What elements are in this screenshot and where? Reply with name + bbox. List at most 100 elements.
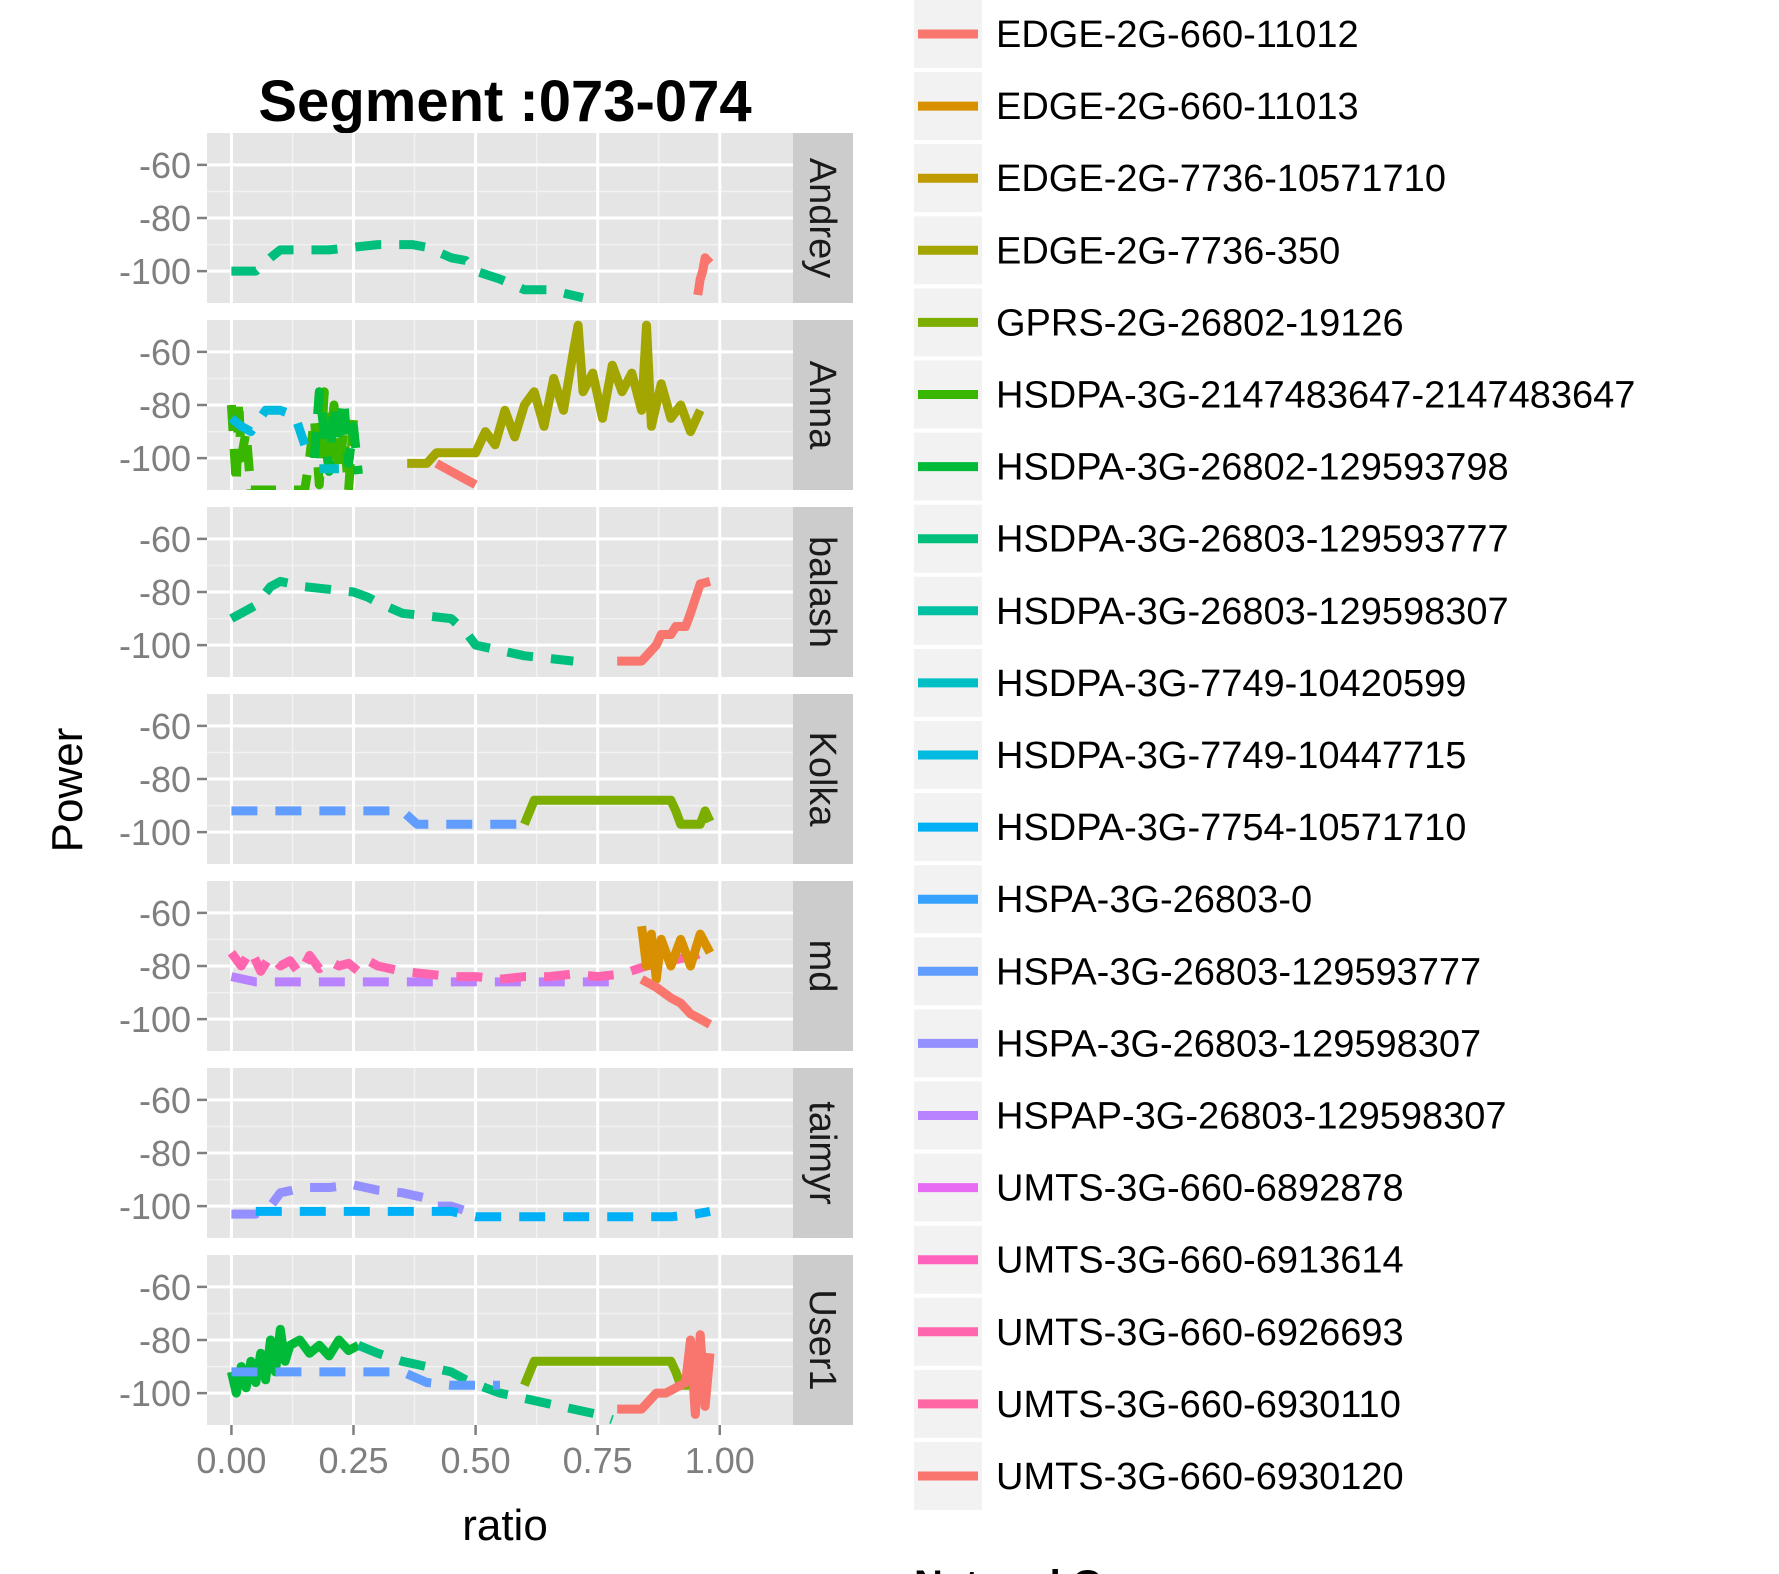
series-line (637, 925, 714, 984)
y-tick-label: -80 (139, 385, 191, 426)
legend-label: UMTS-3G-660-6913614 (996, 1240, 1404, 1282)
facet-strip-label: User1 (801, 1289, 843, 1390)
series-line (230, 972, 623, 987)
legend-item: EDGE-2G-7736-10571710 (914, 144, 1446, 213)
legend-label: HSDPA-3G-7749-10420599 (996, 663, 1466, 705)
series-line (356, 1341, 614, 1424)
series-line (434, 459, 478, 489)
series-line (255, 1206, 711, 1222)
legend-label: EDGE-2G-660-11012 (996, 14, 1359, 56)
facet-panel-andrey: -60 -80 -100 Andrey (119, 133, 853, 303)
x-axis: 0.00 0.25 0.50 0.75 1.00 (196, 1425, 755, 1481)
legend-label: HSDPA-3G-26803-129593777 (996, 519, 1509, 561)
y-tick-label: -100 (119, 438, 191, 479)
facet-strip (793, 133, 853, 303)
legend-label: UMTS-3G-660-6892878 (996, 1168, 1404, 1210)
series-line (407, 320, 705, 468)
legend-item: HSPA-3G-26803-0 (914, 865, 1312, 934)
series-group (229, 576, 712, 666)
legend-label: HSDPA-3G-7749-10447715 (996, 735, 1466, 777)
facet-panel-anna: -60 -80 -100 Anna (119, 320, 853, 490)
y-tick-label: -80 (139, 1133, 191, 1174)
series-group (227, 925, 714, 1029)
series-line (520, 795, 715, 829)
y-tick-label: -80 (139, 572, 191, 613)
legend-item: HSPAP-3G-26803-129598307 (914, 1081, 1507, 1150)
y-tick-label: -100 (119, 999, 191, 1040)
legend-item: UMTS-3G-660-6930120 (914, 1442, 1404, 1510)
facet-strip-label: balash (801, 536, 843, 648)
legend-item: HSDPA-3G-2147483647-2147483647 (914, 360, 1635, 429)
x-tick-label: 1.00 (685, 1440, 755, 1481)
gridlines (207, 133, 793, 303)
x-axis-label: ratio (462, 1501, 548, 1550)
y-tick-label: -100 (119, 251, 191, 292)
legend-item: EDGE-2G-660-11013 (914, 72, 1359, 141)
legend-label: HSPA-3G-26803-129593777 (996, 951, 1481, 993)
legend-item: EDGE-2G-660-11012 (914, 0, 1359, 68)
facet-strip (793, 1068, 853, 1238)
facet-strip-label: taimyr (801, 1101, 843, 1205)
series-line (231, 240, 585, 303)
series-group (227, 1324, 715, 1424)
y-tick-label: -60 (139, 519, 191, 560)
series-group (226, 320, 705, 490)
legend-item: UMTS-3G-660-6930110 (914, 1369, 1401, 1438)
facet-strip (793, 320, 853, 490)
legend-label: HSPA-3G-26803-0 (996, 879, 1312, 921)
series-line (228, 405, 309, 447)
series-line (227, 945, 712, 984)
series-group (231, 240, 714, 303)
series-line (617, 577, 712, 666)
facet-strip (793, 881, 853, 1051)
y-tick-label: -60 (139, 332, 191, 373)
legend-label: UMTS-3G-660-6926693 (996, 1312, 1404, 1354)
facet-strip (793, 694, 853, 864)
y-tick-label: -100 (119, 625, 191, 666)
series-line (617, 1330, 715, 1419)
legend-label: HSPAP-3G-26803-129598307 (996, 1096, 1507, 1138)
legend-item: HSPA-3G-26803-129598307 (914, 1009, 1481, 1078)
legend-label: UMTS-3G-660-6930110 (996, 1384, 1401, 1426)
legend-label: EDGE-2G-660-11013 (996, 86, 1359, 128)
facet-panel-kolka: -60 -80 -100 Kolka (119, 694, 853, 864)
facet-strip (793, 1255, 853, 1425)
legend-item: HSDPA-3G-26802-129593798 (914, 432, 1509, 501)
facet-panel-user1: -60 -80 -100 User1 (119, 1255, 853, 1425)
legend-item: GPRS-2G-26802-19126 (914, 288, 1404, 357)
legend-item: UMTS-3G-660-6913614 (914, 1225, 1404, 1294)
series-line (229, 576, 574, 666)
x-tick-label: 0.50 (441, 1440, 511, 1481)
x-tick-label: 0.00 (196, 1440, 266, 1481)
y-tick-label: -80 (139, 759, 191, 800)
x-tick-label: 0.25 (318, 1440, 388, 1481)
legend-item: HSDPA-3G-7749-10420599 (914, 648, 1466, 717)
y-tick-label: -60 (139, 1267, 191, 1308)
legend-title: NetworkGen (914, 1563, 1150, 1574)
legend-label: HSDPA-3G-26802-129593798 (996, 447, 1509, 489)
facet-panel-balash: -60 -80 -100 balash (119, 507, 853, 677)
y-tick-label: -100 (119, 1373, 191, 1414)
facet-panels: -60 -80 -100 Andrey -60 -80 -100 Anna -60 -80 -100… (119, 133, 853, 1425)
y-axis-label: Power (43, 728, 92, 853)
legend-item: HSPA-3G-26803-129593777 (914, 937, 1481, 1006)
facet-strip-label: Kolka (801, 731, 843, 827)
series-line (309, 387, 363, 476)
legend-label: HSDPA-3G-7754-10571710 (996, 807, 1466, 849)
series-group (231, 1180, 711, 1222)
y-tick-label: -60 (139, 1080, 191, 1121)
y-tick-label: -60 (139, 893, 191, 934)
facet-strip-label: md (801, 940, 843, 993)
y-tick-label: -60 (139, 706, 191, 747)
legend-item: UMTS-3G-660-6926693 (914, 1297, 1404, 1366)
y-tick-label: -60 (139, 145, 191, 186)
gridlines (207, 694, 793, 864)
gridlines (207, 1068, 793, 1238)
y-tick-label: -100 (119, 1186, 191, 1227)
legend-label: EDGE-2G-7736-350 (996, 230, 1340, 272)
facet-panel-md: -60 -80 -100 md (119, 881, 853, 1051)
series-line (693, 253, 714, 296)
facet-strip-label: Andrey (801, 158, 843, 278)
series-group (231, 795, 715, 829)
